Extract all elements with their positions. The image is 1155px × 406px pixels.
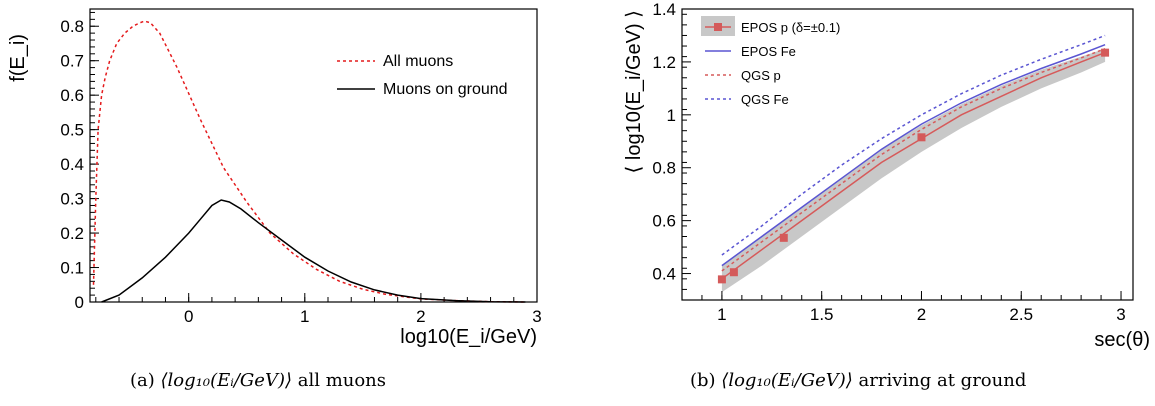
panel-b-uncertainty-band bbox=[721, 48, 1106, 293]
y-tick-label: 0.3 bbox=[60, 190, 84, 209]
series-line bbox=[721, 34, 1106, 256]
panel-a-legend: All muons Muons on ground bbox=[337, 53, 508, 98]
panel-b-axis-labels: ⟨ log10(E_i/GeV) ⟩ sec(θ) bbox=[623, 10, 1150, 351]
panel-a-axis-labels: f(E_i) log10(E_i/GeV) bbox=[7, 34, 537, 348]
panel-a-ticks: 0 1 2 3 0 0.1 0.2 0.3 0.4 0.5 0.6 0.7 0.8 bbox=[60, 11, 542, 326]
y-axis-label: ⟨ log10(E_i/GeV) ⟩ bbox=[623, 10, 645, 173]
legend-label: EPOS p (δ=±0.1) bbox=[741, 20, 840, 35]
panel-b-plot-frame bbox=[681, 8, 1134, 301]
series-line bbox=[101, 199, 526, 303]
series-line bbox=[92, 20, 526, 303]
x-tick-label: 3 bbox=[1116, 305, 1125, 324]
x-tick-label: 1.5 bbox=[810, 305, 834, 324]
legend-marker bbox=[714, 23, 722, 31]
y-tick-label: 0.8 bbox=[60, 17, 84, 36]
panel-a-plot-frame bbox=[89, 8, 538, 303]
legend-label: Muons on ground bbox=[383, 81, 508, 98]
x-tick-label: 2 bbox=[917, 305, 926, 324]
panel-b-series bbox=[717, 34, 1110, 284]
y-tick-label: 0.5 bbox=[60, 121, 84, 140]
x-tick-label: 3 bbox=[532, 307, 541, 326]
data-point-marker bbox=[717, 275, 726, 284]
panel-b-ticks: 1 1.5 2 2.5 3 0.4 0.6 0.8 1 1.2 1.4 bbox=[652, 0, 1125, 324]
x-tick-label: 2 bbox=[416, 307, 425, 326]
panel-b-chart: 1 1.5 2 2.5 3 0.4 0.6 0.8 1 1.2 1.4 EPOS p (δ=±0.1… bbox=[623, 0, 1150, 351]
y-tick-label: 0.8 bbox=[652, 159, 676, 178]
y-tick-label: 1.2 bbox=[652, 53, 676, 72]
x-tick-label: 2.5 bbox=[1009, 305, 1033, 324]
y-tick-label: 0.7 bbox=[60, 52, 84, 71]
data-point-marker bbox=[917, 133, 926, 142]
caption-b-math: ⟨log₁₀(Eᵢ/GeV)⟩ bbox=[721, 370, 853, 391]
data-point-marker bbox=[779, 233, 788, 242]
legend-label: QGS Fe bbox=[741, 92, 789, 107]
caption-b-suffix: arriving at ground bbox=[852, 370, 1027, 391]
y-tick-label: 0.4 bbox=[652, 265, 676, 284]
caption-a-prefix: (a) bbox=[130, 370, 161, 391]
x-tick-label: 0 bbox=[184, 307, 193, 326]
uncertainty-band bbox=[721, 48, 1106, 293]
caption-a: (a) ⟨log₁₀(Eᵢ/GeV)⟩ all muons bbox=[130, 370, 386, 391]
panel-b-legend: EPOS p (δ=±0.1) EPOS Fe QGS p QGS Fe bbox=[701, 16, 840, 107]
y-tick-label: 0.1 bbox=[60, 259, 84, 278]
x-tick-label: 1 bbox=[300, 307, 309, 326]
series-line bbox=[721, 44, 1106, 267]
y-tick-label: 0.4 bbox=[60, 155, 84, 174]
legend-label: QGS p bbox=[741, 68, 781, 83]
caption-b-prefix: (b) bbox=[690, 370, 722, 391]
series-line bbox=[721, 47, 1106, 272]
x-axis-label: sec(θ) bbox=[1094, 329, 1150, 351]
caption-b: (b) ⟨log₁₀(Eᵢ/GeV)⟩ arriving at ground bbox=[690, 370, 1026, 391]
panel-a-series bbox=[92, 20, 526, 303]
caption-a-suffix: all muons bbox=[292, 370, 387, 391]
panel-a-chart: 0 1 2 3 0 0.1 0.2 0.3 0.4 0.5 0.6 0.7 0.8 All muons M… bbox=[7, 8, 542, 348]
y-tick-label: 1.4 bbox=[652, 0, 676, 19]
caption-a-math: ⟨log₁₀(Eᵢ/GeV)⟩ bbox=[160, 370, 293, 391]
y-tick-label: 0.6 bbox=[652, 212, 676, 231]
data-point-marker bbox=[729, 268, 738, 277]
y-tick-label: 0 bbox=[75, 293, 84, 312]
y-tick-label: 0.2 bbox=[60, 224, 84, 243]
legend-label: All muons bbox=[383, 53, 453, 70]
y-tick-label: 1 bbox=[667, 106, 676, 125]
y-axis-label: f(E_i) bbox=[7, 34, 29, 82]
x-axis-label: log10(E_i/GeV) bbox=[400, 326, 537, 348]
x-tick-label: 1 bbox=[717, 305, 726, 324]
data-point-marker bbox=[1101, 48, 1110, 57]
y-tick-label: 0.6 bbox=[60, 86, 84, 105]
legend-label: EPOS Fe bbox=[741, 44, 796, 59]
